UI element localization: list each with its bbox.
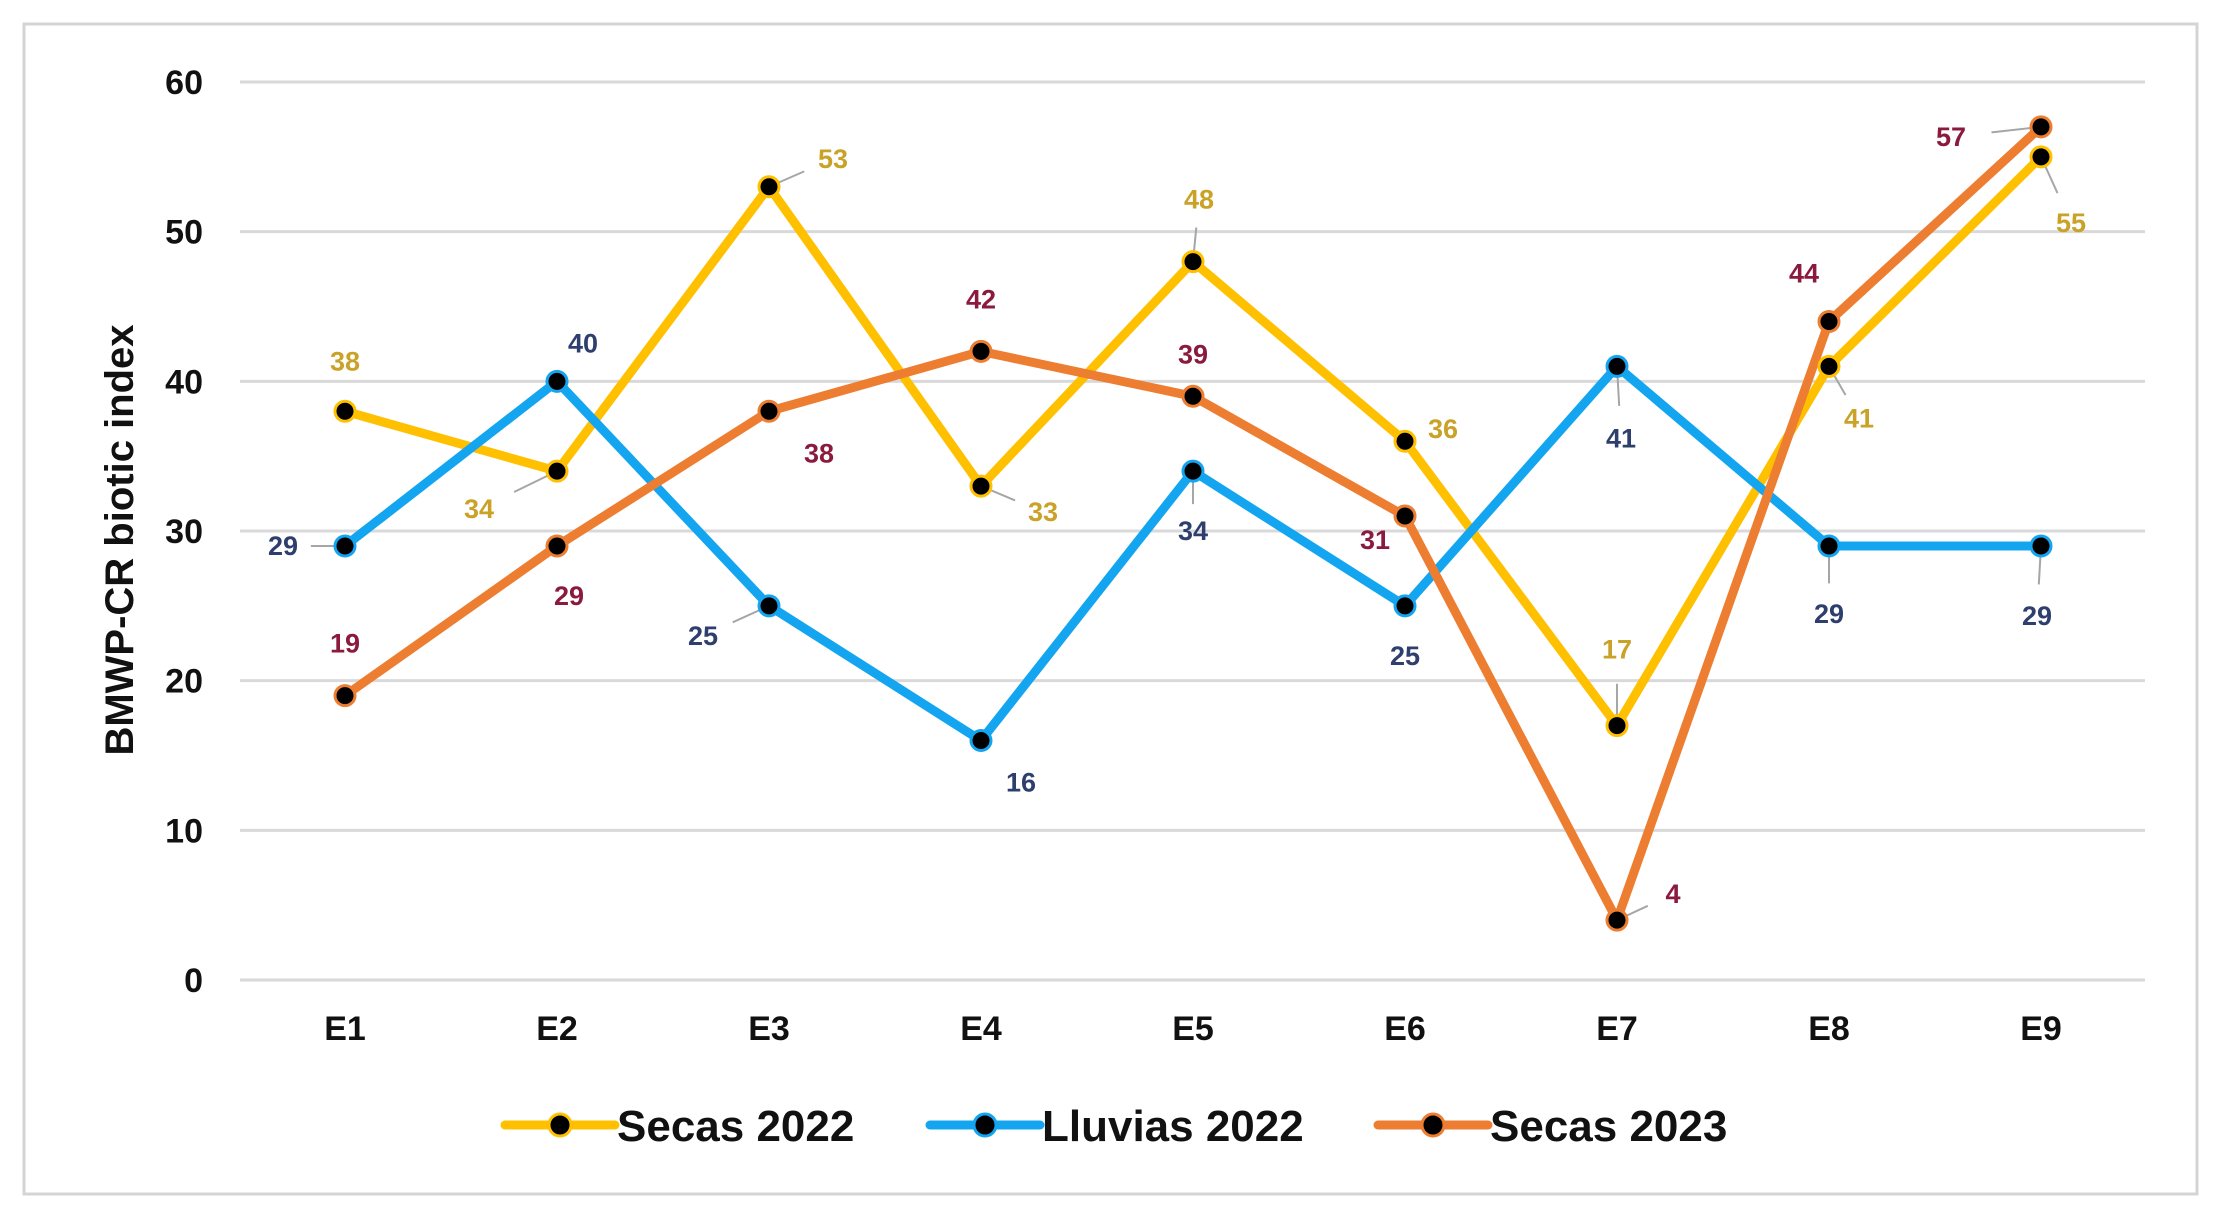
x-axis-ticks: E1 E2 E3 E4 E5 E6 E7 E8 E9 [324, 1010, 2062, 1048]
data-point-marker [2029, 534, 2053, 558]
data-label: 4 [1665, 879, 1680, 909]
data-point-marker [545, 534, 569, 558]
data-label: 25 [688, 621, 718, 651]
data-point-marker [1181, 384, 1205, 408]
data-label: 44 [1789, 258, 1819, 288]
legend-item-secas-2023[interactable]: Secas 2023 [1373, 1102, 1727, 1151]
data-point-marker [1181, 459, 1205, 483]
data-label: 38 [804, 438, 834, 468]
data-point-marker [545, 369, 569, 393]
data-label: 34 [1178, 516, 1208, 546]
data-point-marker [969, 729, 993, 753]
y-tick-label: 60 [165, 64, 203, 102]
data-point-marker [969, 474, 993, 498]
data-label: 55 [2056, 208, 2086, 238]
data-point-marker [1181, 250, 1205, 274]
data-point-marker [757, 594, 781, 618]
data-label: 53 [818, 144, 848, 174]
legend-marker-swatch [1420, 1112, 1446, 1138]
data-label: 41 [1844, 403, 1874, 433]
data-point-marker [333, 534, 357, 558]
x-tick-label: E2 [536, 1010, 578, 1048]
legend-label: Secas 2023 [1490, 1102, 1727, 1151]
y-axis-ticks: 0 10 20 30 40 50 60 [165, 64, 203, 1000]
data-label: 38 [330, 346, 360, 376]
data-label: 40 [568, 328, 598, 358]
data-label: 48 [1184, 185, 1214, 215]
legend-label: Lluvias 2022 [1042, 1102, 1304, 1151]
y-tick-label: 0 [184, 962, 203, 1000]
data-label: 42 [966, 284, 996, 314]
data-label: 31 [1360, 525, 1390, 555]
data-label: 29 [1814, 599, 1844, 629]
data-labels: 38 34 53 33 48 36 17 41 55 29 40 25 16 34 25 41 29 29 19 29… [268, 122, 2086, 909]
x-tick-label: E7 [1596, 1010, 1638, 1048]
data-point-marker [2029, 145, 2053, 169]
data-label: 16 [1006, 768, 1036, 798]
y-axis-title: BMWP-CR biotic index [98, 324, 142, 755]
data-label: 19 [330, 629, 360, 659]
data-label: 29 [2022, 601, 2052, 631]
data-point-marker [757, 399, 781, 423]
data-label: 57 [1936, 122, 1966, 152]
data-label: 34 [464, 494, 494, 524]
data-point-marker [333, 399, 357, 423]
data-point-marker [1817, 354, 1841, 378]
legend-label: Secas 2022 [617, 1102, 854, 1151]
data-label: 41 [1606, 423, 1636, 453]
data-point-marker [1393, 429, 1417, 453]
legend[interactable]: Secas 2022 Lluvias 2022 Secas 2023 [500, 1102, 1727, 1151]
data-point-marker [545, 459, 569, 483]
y-tick-label: 30 [165, 513, 203, 551]
legend-item-secas-2022[interactable]: Secas 2022 [500, 1102, 854, 1151]
y-tick-label: 50 [165, 214, 203, 252]
data-label: 33 [1028, 497, 1058, 527]
data-label: 29 [554, 581, 584, 611]
legend-item-lluvias-2022[interactable]: Lluvias 2022 [925, 1102, 1304, 1151]
data-point-marker [1393, 594, 1417, 618]
data-point-marker [1605, 908, 1629, 932]
data-point-marker [1817, 309, 1841, 333]
legend-marker-swatch [547, 1112, 573, 1138]
data-point-marker [2029, 115, 2053, 139]
data-label: 39 [1178, 339, 1208, 369]
x-tick-label: E5 [1172, 1010, 1214, 1048]
data-label: 25 [1390, 641, 1420, 671]
data-point-marker [757, 175, 781, 199]
x-tick-label: E1 [324, 1010, 366, 1048]
data-label: 17 [1602, 635, 1632, 665]
data-point-marker [1393, 504, 1417, 528]
legend-marker-swatch [972, 1112, 998, 1138]
data-label: 36 [1428, 414, 1458, 444]
chart-frame [22, 22, 2199, 1196]
x-tick-label: E6 [1384, 1010, 1426, 1048]
x-tick-label: E4 [960, 1010, 1002, 1048]
data-point-marker [969, 339, 993, 363]
y-tick-label: 10 [165, 812, 203, 850]
data-point-marker [1605, 714, 1629, 738]
data-point-marker [1605, 354, 1629, 378]
x-tick-label: E8 [1808, 1010, 1850, 1048]
data-point-marker [333, 684, 357, 708]
y-tick-label: 40 [165, 363, 203, 401]
y-tick-label: 20 [165, 663, 203, 701]
data-label: 29 [268, 531, 298, 561]
x-tick-label: E3 [748, 1010, 790, 1048]
x-tick-label: E9 [2020, 1010, 2062, 1048]
series-markers [333, 115, 2053, 932]
data-point-marker [1817, 534, 1841, 558]
